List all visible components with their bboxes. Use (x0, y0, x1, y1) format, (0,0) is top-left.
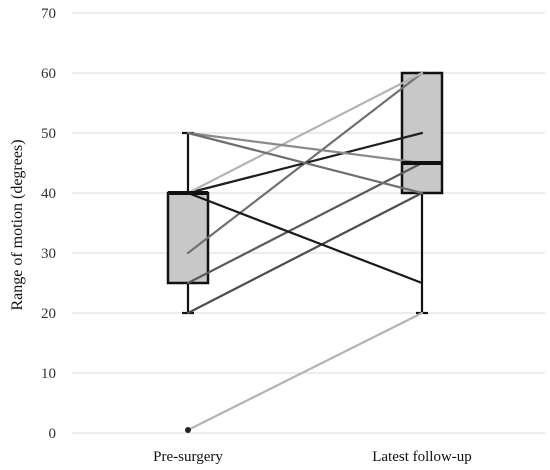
x-category-labels: Pre-surgery Latest follow-up (153, 449, 472, 465)
paired-line-6 (186, 71, 424, 195)
paired-line-0 (186, 311, 424, 432)
y-tick-label-50: 50 (41, 126, 56, 142)
x-category-label-1: Latest follow-up (372, 449, 472, 465)
y-tick-label-60: 60 (41, 66, 56, 82)
paired-line-2 (186, 161, 424, 285)
paired-line-8 (186, 131, 424, 195)
grid-layer (72, 12, 545, 434)
box-layer (166, 71, 444, 315)
outlier-pre-surgery-0 (185, 427, 191, 433)
y-tick-labels: 0 10 20 30 40 50 60 70 (41, 6, 56, 442)
y-tick-label-20: 20 (41, 306, 56, 322)
paired-lines-layer (186, 71, 424, 432)
box-pre-surgery (166, 191, 210, 285)
paired-line-1 (186, 191, 424, 315)
median-layer (168, 161, 442, 433)
y-axis-label: Range of motion (degrees) (9, 139, 26, 310)
paired-line-4 (186, 191, 424, 285)
paired-line-7 (186, 131, 424, 165)
y-tick-label-40: 40 (41, 186, 56, 202)
y-tick-label-30: 30 (41, 246, 56, 262)
y-tick-label-70: 70 (41, 6, 56, 22)
x-category-label-0: Pre-surgery (153, 449, 223, 465)
y-tick-label-0: 0 (49, 426, 57, 442)
y-tick-label-10: 10 (41, 366, 56, 382)
